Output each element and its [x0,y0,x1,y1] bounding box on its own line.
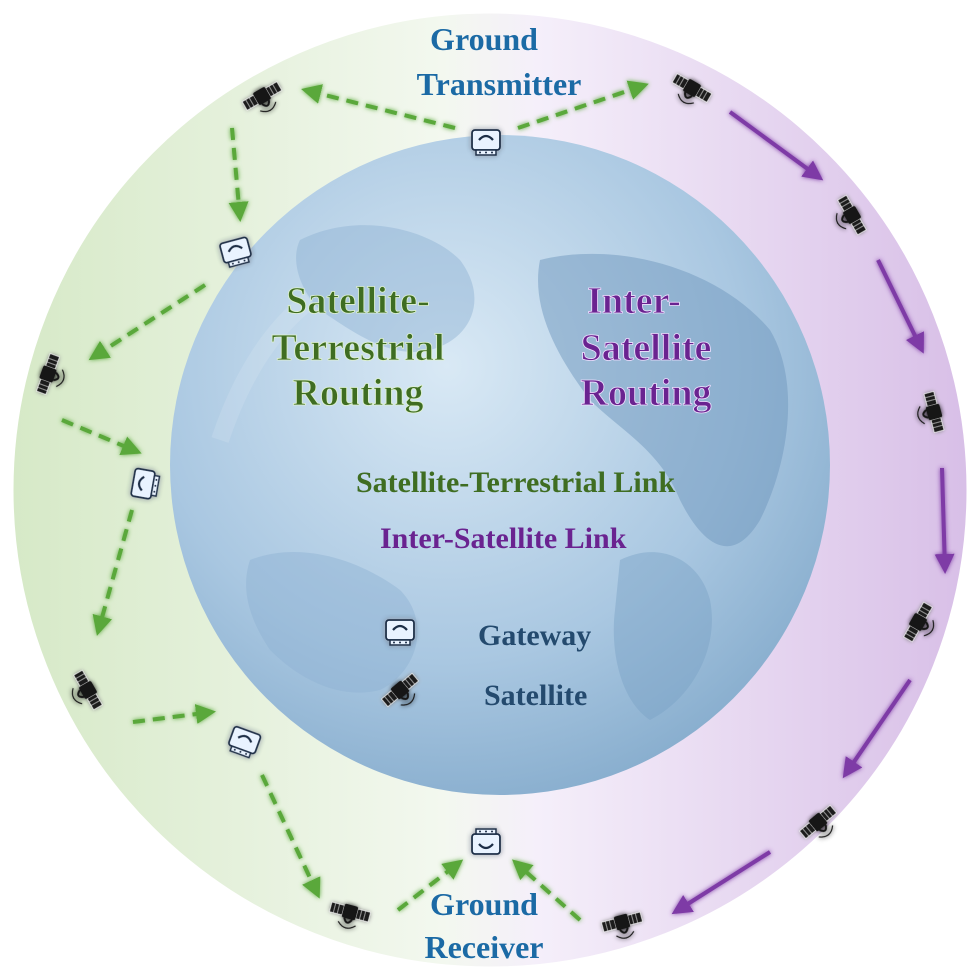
svg-text:Gateway: Gateway [478,619,591,652]
legend-gateway: Gateway [384,618,591,652]
ground-receiver-label: Ground Receiver [424,886,543,965]
legend-satellite: Satellite [379,670,587,717]
satellite-terrestrial-routing-label: Satellite- Terrestrial Routing [271,280,445,415]
inter-satellite-links [671,110,955,915]
satellite-terrestrial-links [61,80,649,922]
legend-satellite-terrestrial-link: Satellite-Terrestrial Link [232,466,675,499]
gateway-icon [470,827,502,856]
ground-transmitter-label: Ground Transmitter [417,21,582,102]
svg-text:Receiver: Receiver [424,929,543,965]
earth-globe [170,135,830,795]
svg-text:Transmitter: Transmitter [417,66,582,102]
svg-text:Ground: Ground [430,21,538,57]
svg-text:Routing: Routing [293,372,424,414]
svg-text:Satellite: Satellite [581,327,712,369]
svg-text:Inter-: Inter- [587,280,681,322]
svg-text:Ground: Ground [430,886,538,922]
svg-text:Satellite: Satellite [484,679,587,712]
inter-satellite-routing-label: Inter- Satellite Routing [580,280,712,415]
svg-text:Routing: Routing [581,372,712,414]
svg-text:Inter-Satellite Link: Inter-Satellite Link [380,522,627,555]
svg-text:Satellite-Terrestrial Link: Satellite-Terrestrial Link [356,466,675,499]
gateway-icon [470,128,502,157]
legend-inter-satellite-link: Inter-Satellite Link [232,522,627,555]
legend: Satellite-Terrestrial Link Inter-Satelli… [232,466,675,717]
gateway-icon [384,618,416,647]
svg-text:Satellite-: Satellite- [286,280,430,322]
svg-text:Terrestrial: Terrestrial [271,327,444,369]
